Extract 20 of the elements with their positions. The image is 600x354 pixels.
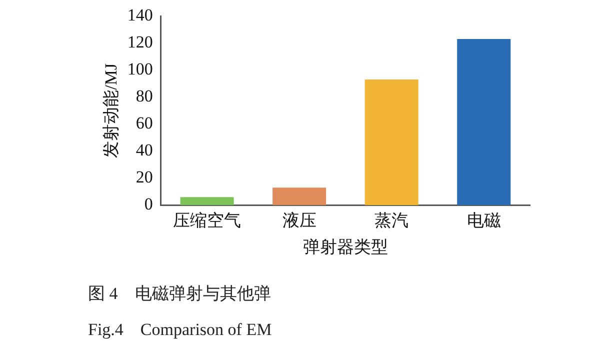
y-tick-label: 40	[136, 140, 153, 160]
y-tick-label: 0	[144, 194, 153, 214]
x-tick-label: 电磁	[466, 210, 501, 230]
bar	[364, 80, 418, 206]
x-axis-title: 弹射器类型	[302, 237, 388, 256]
caption: Fig.4 Comparison of EM	[88, 319, 272, 341]
caption: 图 4 电磁弹射与其他弹	[88, 283, 272, 305]
x-tick-label: 压缩空气	[173, 210, 242, 230]
y-tick-label: 20	[136, 168, 153, 187]
y-tick-label: 80	[136, 86, 153, 106]
y-tick-label: 60	[136, 114, 153, 133]
y-axis-title: 发射动能/MJ	[102, 62, 121, 158]
x-tick-label: 蒸汽	[374, 210, 409, 230]
y-tick-label: 140	[127, 5, 153, 24]
bar	[457, 38, 511, 206]
x-tick-label: 液压	[282, 210, 316, 230]
bar	[180, 197, 234, 206]
y-tick-label: 100	[127, 60, 153, 79]
bar	[272, 188, 326, 206]
y-tick-label: 120	[127, 32, 153, 52]
